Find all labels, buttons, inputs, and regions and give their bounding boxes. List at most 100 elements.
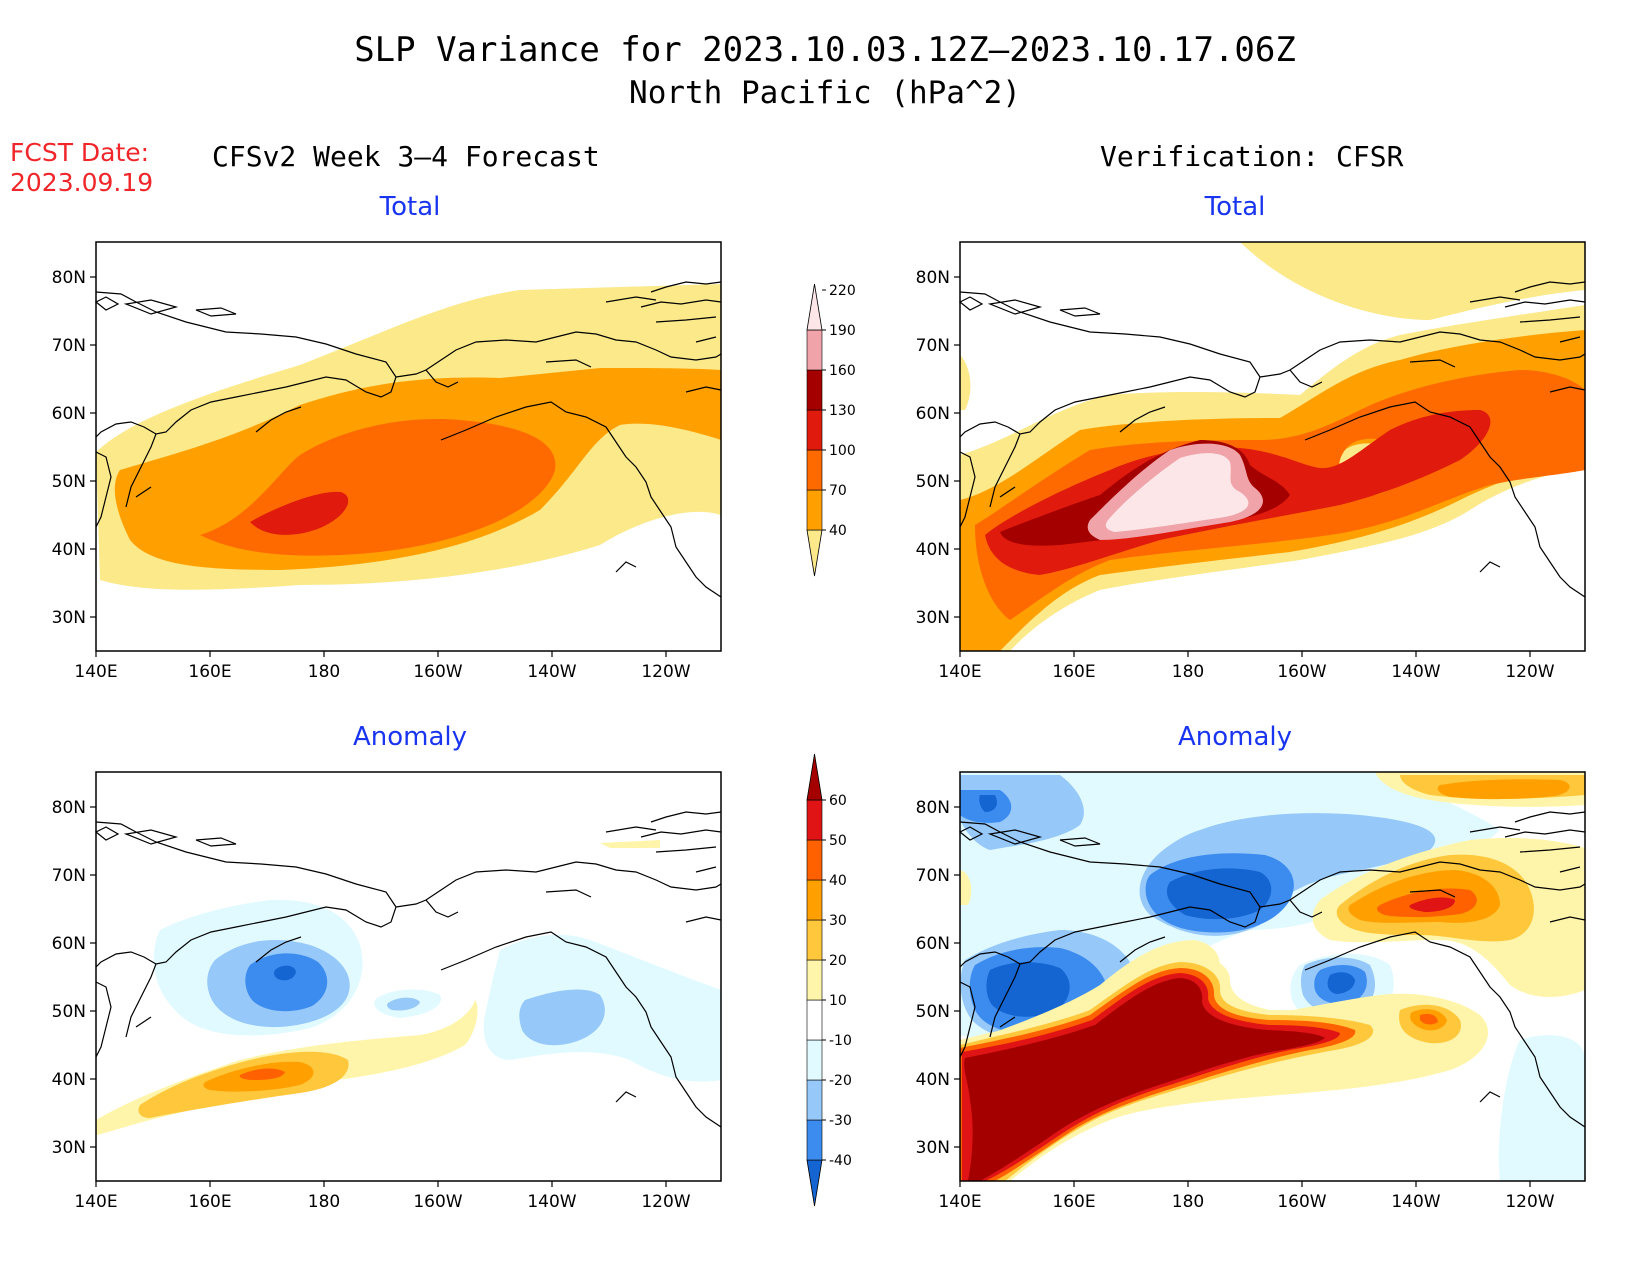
- forecast-total-frame: [95, 241, 722, 652]
- colorbar-label: -40: [829, 1153, 852, 1169]
- colorbar-label: 30: [829, 913, 847, 929]
- fcst-anom-n30: [245, 953, 328, 1012]
- colorbar-label: 70: [829, 483, 847, 499]
- verif-anom-p60-band: [964, 978, 1325, 1181]
- lon-label-140e: 140E: [74, 662, 117, 682]
- fcst-anom-p10-ne: [600, 840, 660, 848]
- colorbar-total: 40 70 100 130 160 190 220: [806, 283, 856, 577]
- colorbar-swatch: [806, 449, 823, 491]
- panel-title-forecast-anomaly: Anomaly: [352, 722, 468, 752]
- colorbar-label: -20: [829, 1073, 852, 1089]
- colorbar-label: 220: [829, 283, 856, 299]
- lat-label-70n: 70N: [916, 336, 950, 356]
- main-title: SLP Variance for 2023.10.03.12Z–2023.10.…: [354, 30, 1296, 70]
- forecast-anomaly-map: [96, 840, 721, 1135]
- lon-label-140w: 140W: [1391, 662, 1440, 682]
- verif-anom-n10-se: [1498, 1035, 1585, 1181]
- lon-label-180: 180: [308, 662, 340, 682]
- lat-label-40n: 40N: [52, 540, 86, 560]
- fcst-anom-n40: [274, 965, 296, 981]
- lon-label-160e: 160E: [188, 662, 231, 682]
- lat-label-30n: 30N: [52, 608, 86, 628]
- lon-label-180: 180: [1172, 1192, 1204, 1212]
- colorbar-label: 60: [829, 793, 847, 809]
- lon-label-140w: 140W: [527, 1192, 576, 1212]
- colorbar-swatch: [806, 409, 823, 451]
- lon-label-160w: 160W: [1277, 662, 1326, 682]
- lon-label-120w: 120W: [641, 662, 690, 682]
- colorbar-swatch: [806, 1079, 823, 1121]
- colorbar-swatch: [806, 1039, 823, 1081]
- verif-total-220: [1105, 453, 1249, 532]
- lon-label-140e: 140E: [74, 1192, 117, 1212]
- lat-label-50n: 50N: [916, 1002, 950, 1022]
- colorbar-label: 40: [829, 523, 847, 539]
- lon-label-160w: 160W: [413, 1192, 462, 1212]
- colorbar-label: 100: [829, 443, 856, 459]
- colorbar-swatch: [806, 999, 823, 1041]
- lat-label-30n: 30N: [916, 1138, 950, 1158]
- colorbar-anomaly: -40 -30 -20 -10 10 20 30 40 50 60: [806, 753, 852, 1207]
- fcst-anom-n20-mid: [387, 997, 420, 1011]
- lat-label-50n: 50N: [916, 472, 950, 492]
- panel-title-forecast-total: Total: [379, 192, 441, 222]
- lat-label-70n: 70N: [52, 336, 86, 356]
- verif-anom-n40: [979, 795, 1355, 1017]
- verif-anom-p40: [1377, 888, 1477, 1025]
- fcst-date-value: 2023.09.19: [10, 168, 154, 197]
- lat-label-30n: 30N: [52, 1138, 86, 1158]
- lon-label-140w: 140W: [1391, 1192, 1440, 1212]
- lon-label-160e: 160E: [1052, 662, 1095, 682]
- panel-title-verif-anomaly: Anomaly: [1177, 722, 1293, 752]
- lat-label-40n: 40N: [916, 540, 950, 560]
- lat-label-60n: 60N: [916, 934, 950, 954]
- lat-label-80n: 80N: [916, 268, 950, 288]
- lat-label-80n: 80N: [916, 798, 950, 818]
- lat-label-50n: 50N: [52, 1002, 86, 1022]
- colorbar-swatch-bottom: [806, 529, 823, 577]
- colorbar-swatch: [806, 329, 823, 371]
- lon-label-140e: 140E: [938, 662, 981, 682]
- lat-label-60n: 60N: [52, 934, 86, 954]
- lon-label-180: 180: [1172, 662, 1204, 682]
- fcst-anom-p40: [239, 1068, 285, 1080]
- lat-label-70n: 70N: [916, 866, 950, 886]
- lon-label-120w: 120W: [1505, 662, 1554, 682]
- lat-label-80n: 80N: [52, 268, 86, 288]
- verification-header: Verification: CFSR: [1100, 140, 1404, 173]
- lat-label-50n: 50N: [52, 472, 86, 492]
- lon-label-160w: 160W: [1277, 1192, 1326, 1212]
- lon-label-160e: 160E: [188, 1192, 231, 1212]
- colorbar-label: 40: [829, 873, 847, 889]
- colorbar-label: 50: [829, 833, 847, 849]
- verification-total-map: [960, 242, 1585, 651]
- verif-total-40-top: [1240, 242, 1585, 320]
- colorbar-swatch-top: [806, 753, 823, 801]
- colorbar-label: 190: [829, 323, 856, 339]
- lat-label-60n: 60N: [916, 404, 950, 424]
- colorbar-swatch: [806, 879, 823, 921]
- lon-label-120w: 120W: [641, 1192, 690, 1212]
- colorbar-swatch: [806, 799, 823, 841]
- forecast-total-map: [96, 284, 721, 590]
- colorbar-swatch-bottom: [806, 1159, 823, 1207]
- fcst-date-label: FCST Date:: [10, 138, 150, 167]
- forecast-anomaly-frame: [95, 771, 722, 1182]
- fcst-total-130: [250, 491, 349, 535]
- lon-label-160e: 160E: [1052, 1192, 1095, 1212]
- lat-label-40n: 40N: [916, 1070, 950, 1090]
- lat-label-70n: 70N: [52, 866, 86, 886]
- verification-total-frame: [959, 241, 1586, 652]
- verif-anom-n30: [960, 790, 1585, 1036]
- verif-total-40-left: [960, 355, 971, 410]
- lat-label-80n: 80N: [52, 798, 86, 818]
- colorbar-label: 20: [829, 953, 847, 969]
- colorbar-label: -30: [829, 1113, 852, 1129]
- lon-label-120w: 120W: [1505, 1192, 1554, 1212]
- verification-anomaly-frame: [959, 771, 1586, 1182]
- lon-label-180: 180: [308, 1192, 340, 1212]
- colorbar-label: 130: [829, 403, 856, 419]
- forecast-header: CFSv2 Week 3–4 Forecast: [212, 140, 600, 173]
- verif-anom-p50: [1409, 897, 1455, 912]
